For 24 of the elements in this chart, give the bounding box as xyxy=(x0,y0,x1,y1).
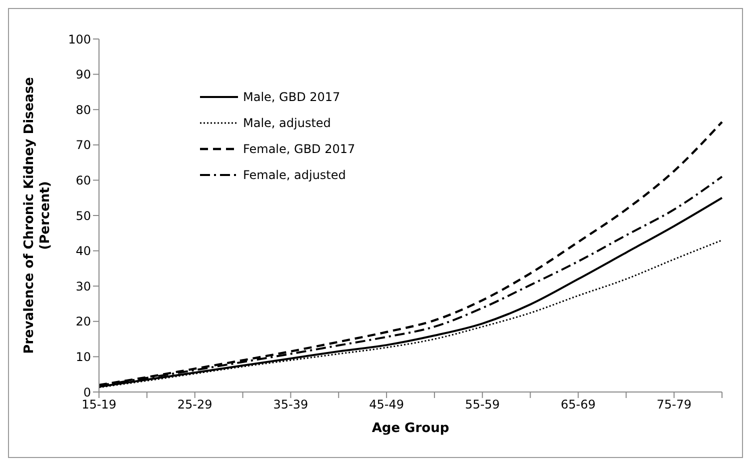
x-tick-label: 55-59 xyxy=(464,398,500,412)
x-tick-label: 75-79 xyxy=(656,398,692,412)
x-tick-label: 65-69 xyxy=(560,398,596,412)
legend-label: Female, GBD 2017 xyxy=(243,142,356,156)
y-tick-label: 50 xyxy=(76,208,91,223)
y-tick-label: 20 xyxy=(76,314,91,329)
x-tick-label: 15-19 xyxy=(82,398,116,412)
y-tick-label: 30 xyxy=(76,279,91,294)
x-tick-label: 35-39 xyxy=(273,398,308,412)
y-tick-label: 90 xyxy=(76,68,91,82)
legend-label: Male, GBD 2017 xyxy=(243,90,340,104)
y-tick-label: 80 xyxy=(76,102,91,117)
y-tick-label: 70 xyxy=(76,138,91,152)
y-tick-label: 0 xyxy=(83,385,91,400)
legend-label: Female, adjusted xyxy=(243,168,346,182)
y-tick-label: 100 xyxy=(68,32,91,46)
legend-label: Male, adjusted xyxy=(243,116,331,130)
y-tick-label: 40 xyxy=(76,244,91,258)
y-tick-label: 10 xyxy=(76,350,91,364)
x-tick-label: 45-49 xyxy=(369,398,404,412)
y-axis-title: Prevalence of Chronic Kidney Disease (Percent) xyxy=(22,76,53,354)
x-axis-title: Age Group xyxy=(372,421,450,436)
y-tick-label: 60 xyxy=(76,173,91,188)
x-tick-label: 25-29 xyxy=(177,398,212,412)
